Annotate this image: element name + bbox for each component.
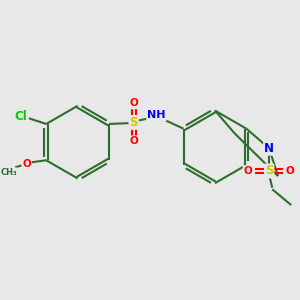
Text: S: S [265,164,273,178]
Text: N: N [264,142,274,155]
Text: CH₃: CH₃ [0,168,17,177]
Text: S: S [130,116,138,129]
Text: NH: NH [147,110,166,120]
Text: O: O [129,98,138,108]
Text: O: O [129,136,138,146]
Text: O: O [22,159,31,169]
Text: O: O [244,166,252,176]
Text: Cl: Cl [15,110,27,123]
Text: O: O [286,166,295,176]
